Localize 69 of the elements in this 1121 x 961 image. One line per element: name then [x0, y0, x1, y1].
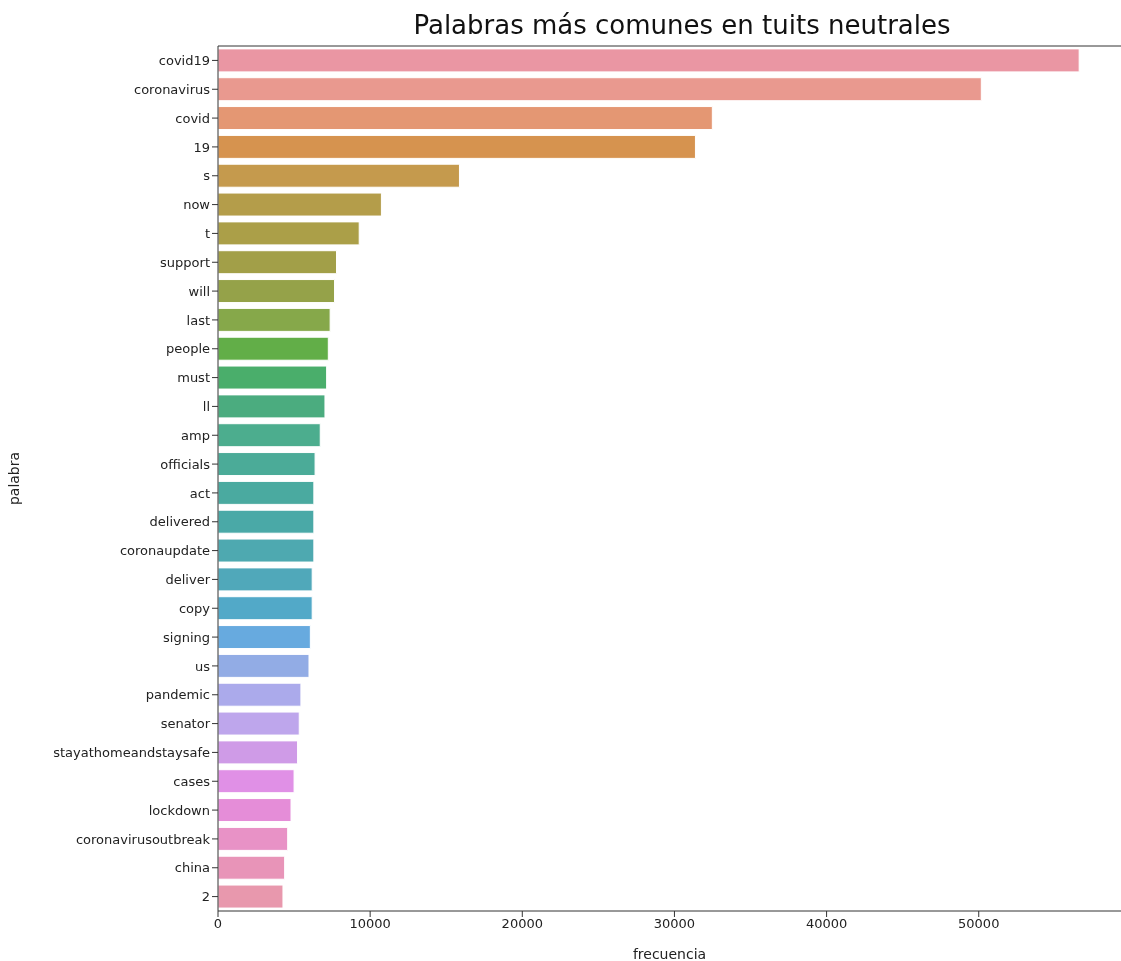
bar [218, 279, 336, 304]
y-tick-label: copy [178, 600, 211, 616]
x-tick-label: 20000 [501, 916, 543, 932]
x-tick-label: 10000 [349, 916, 391, 932]
bar [218, 855, 286, 880]
y-tick-label: ll [202, 399, 210, 415]
bar [218, 682, 302, 707]
x-tick-label: 50000 [958, 916, 1000, 932]
bar [218, 480, 315, 505]
bar [218, 336, 329, 361]
bar [218, 625, 311, 650]
bar [218, 106, 713, 131]
bar [218, 48, 1080, 73]
bar [218, 423, 321, 448]
y-tick-label: will [188, 283, 210, 299]
bar [218, 509, 315, 534]
x-tick-label: 0 [213, 916, 223, 932]
y-tick-label: us [194, 658, 211, 674]
bar [218, 365, 328, 390]
bar [218, 77, 982, 102]
bar [218, 826, 289, 851]
bar [218, 307, 331, 332]
y-tick-label: support [160, 254, 210, 270]
x-tick-label: 30000 [653, 916, 696, 932]
bar [218, 452, 316, 477]
y-tick-label: coronaupdate [119, 543, 210, 559]
y-tick-label: act [189, 485, 210, 501]
y-tick-label: covid19 [158, 53, 210, 69]
bar [218, 769, 295, 794]
bar [218, 596, 313, 621]
y-tick-label: stayathomeandstaysafe [53, 745, 210, 761]
y-tick-label: china [174, 860, 210, 876]
y-tick-label: last [186, 312, 210, 328]
bar [218, 653, 310, 678]
y-tick-label: coronavirus [134, 81, 211, 97]
y-tick-label: must [177, 370, 210, 386]
y-tick-label: coronavirusoutbreak [75, 831, 211, 847]
bar [218, 192, 382, 217]
y-tick-label: t [204, 226, 210, 242]
y-tick-label: cases [173, 773, 211, 789]
y-tick-label: senator [160, 716, 211, 732]
y-tick-label: signing [163, 629, 210, 645]
bar [218, 567, 313, 592]
y-tick-label: now [183, 197, 211, 213]
y-tick-label: 2 [201, 889, 210, 905]
bar [218, 221, 360, 246]
bar [218, 884, 284, 909]
bar [218, 394, 326, 419]
x-axis-title: frecuencia [632, 946, 707, 961]
y-tick-label: delivered [149, 514, 210, 530]
bar [218, 798, 292, 823]
y-tick-label: pandemic [145, 687, 210, 703]
y-tick-label: 19 [193, 139, 210, 155]
bar [218, 740, 299, 765]
y-tick-label: s [203, 168, 211, 184]
y-tick-label: deliver [165, 572, 211, 588]
x-tick-label: 40000 [805, 916, 848, 932]
y-tick-label: officials [160, 456, 211, 472]
y-tick-label: covid [175, 110, 210, 126]
bar [218, 711, 300, 736]
bar [218, 538, 315, 563]
y-axis-title: palabra [5, 451, 22, 506]
y-tick-label: lockdown [148, 802, 210, 818]
bar [218, 134, 696, 159]
bar [218, 250, 338, 275]
bar [218, 163, 460, 188]
y-tick-label: people [165, 341, 210, 357]
chart-title: Palabras más comunes en tuits neutrales [412, 9, 952, 42]
y-tick-label: amp [181, 427, 210, 443]
